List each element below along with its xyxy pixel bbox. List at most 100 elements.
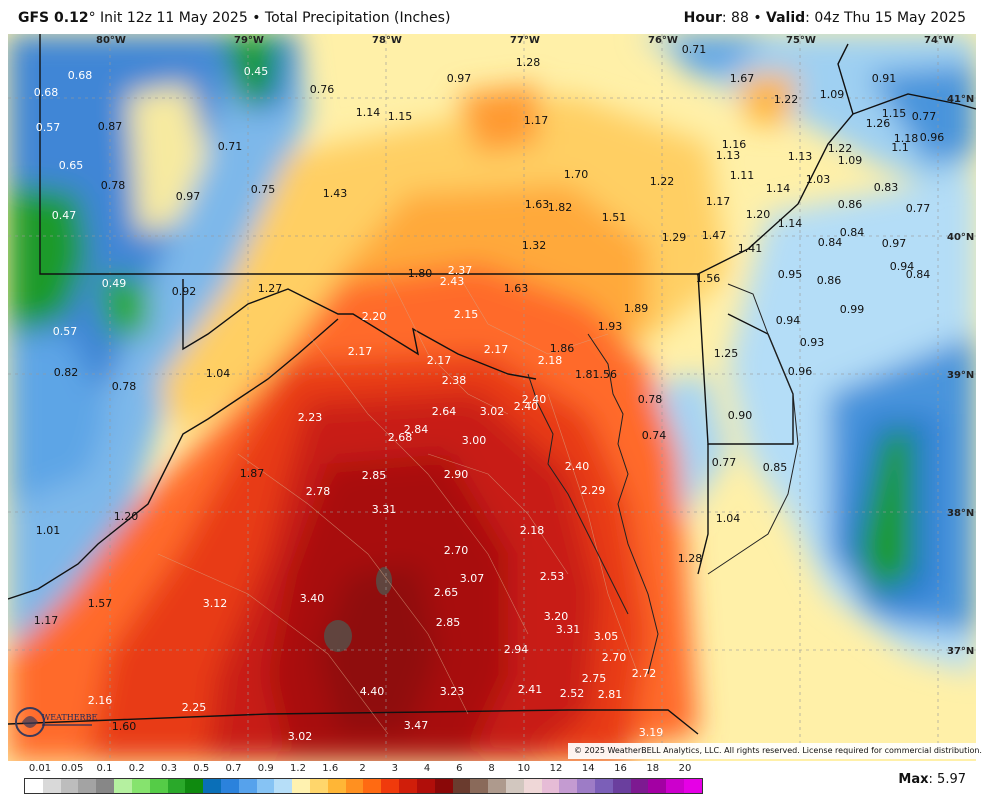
precip-value-label: 0.84 bbox=[840, 226, 865, 239]
coastline bbox=[527, 283, 799, 675]
precip-value-label: 1.09 bbox=[820, 88, 845, 101]
precip-value-label: 0.94 bbox=[890, 260, 915, 273]
precip-value-label: 0.90 bbox=[728, 409, 753, 422]
precip-value-label: 2.18 bbox=[520, 524, 545, 537]
colorbar-swatch bbox=[666, 779, 685, 793]
precip-value-label: 2.20 bbox=[362, 310, 387, 323]
precip-value-label: 1.86 bbox=[550, 342, 575, 355]
precip-value-label: 2.38 bbox=[442, 374, 467, 387]
precip-value-label: 0.77 bbox=[912, 110, 937, 123]
colorbar-swatch bbox=[96, 779, 115, 793]
precip-value-label: 0.97 bbox=[447, 72, 472, 85]
precip-value-label: 3.12 bbox=[203, 597, 228, 610]
precip-value-label: 4.40 bbox=[360, 685, 385, 698]
precip-value-label: 0.77 bbox=[906, 202, 931, 215]
init-time: Init 12z 11 May 2025 bbox=[95, 10, 248, 26]
lon-label: 79°W bbox=[234, 35, 264, 46]
logo-text: WEATHERBELL bbox=[42, 713, 98, 722]
precip-value-label: 2.17 bbox=[427, 354, 452, 367]
precip-value-label: 1.20 bbox=[746, 208, 771, 221]
precip-value-label: 0.97 bbox=[882, 237, 907, 250]
colorbar-swatch bbox=[470, 779, 489, 793]
precip-value-label: 0.78 bbox=[112, 380, 137, 393]
colorbar-swatch bbox=[203, 779, 221, 793]
precip-value-label: 1.27 bbox=[258, 282, 283, 295]
model-name: GFS 0.12 bbox=[18, 10, 89, 26]
precip-value-label: 1.25 bbox=[714, 347, 739, 360]
precip-value-label: 3.00 bbox=[462, 434, 487, 447]
colorbar-swatch bbox=[434, 779, 453, 793]
precip-value-label: 0.82 bbox=[54, 366, 79, 379]
precip-value-label: 3.40 bbox=[300, 592, 325, 605]
colorbar-tick-label: 0.01 bbox=[28, 763, 52, 774]
hour-label: Hour bbox=[683, 10, 722, 26]
precip-value-label: 2.94 bbox=[504, 643, 529, 656]
precip-value-label: 0.93 bbox=[800, 336, 825, 349]
precip-value-label: 2.40 bbox=[565, 460, 590, 473]
colorbar-swatch bbox=[684, 779, 702, 793]
colorbar-tick-label: 1.6 bbox=[322, 763, 339, 774]
precip-value-label: 3.07 bbox=[460, 572, 485, 585]
precip-value-label: 3.05 bbox=[594, 630, 619, 643]
precip-value-label: 1.41 bbox=[738, 242, 763, 255]
precip-value-label: 1.93 bbox=[598, 320, 623, 333]
lon-label: 75°W bbox=[786, 35, 816, 46]
colorbar-swatch bbox=[256, 779, 275, 793]
colorbar-swatch bbox=[612, 779, 631, 793]
colorbar-swatch bbox=[452, 779, 471, 793]
precip-value-label: 1.14 bbox=[766, 182, 791, 195]
max-number: : 5.97 bbox=[928, 772, 966, 787]
colorbar-swatch bbox=[310, 779, 328, 793]
precip-value-label: 2.23 bbox=[298, 411, 323, 424]
precip-value-label: 3.20 bbox=[544, 610, 569, 623]
precip-value-label: 2.53 bbox=[540, 570, 565, 583]
precip-value-label: 1.20 bbox=[114, 510, 139, 523]
colorbar-tick-label: 0.7 bbox=[225, 763, 242, 774]
precip-value-label: 1.18 bbox=[894, 132, 919, 145]
precip-value-label: 0.96 bbox=[788, 365, 813, 378]
precip-value-label: 2.70 bbox=[602, 651, 627, 664]
precip-value-label: 0.75 bbox=[251, 183, 276, 196]
precip-value-label: 1.63 bbox=[504, 282, 529, 295]
precip-value-label: 0.92 bbox=[172, 285, 197, 298]
precip-value-label: 1.17 bbox=[34, 614, 59, 627]
precip-value-label: 1.04 bbox=[716, 512, 741, 525]
colorbar-swatch bbox=[363, 779, 382, 793]
colorbar-swatch bbox=[559, 779, 578, 793]
colorbar-tick-label: 20 bbox=[678, 763, 692, 774]
precip-value-label: 0.99 bbox=[840, 303, 865, 316]
precip-value-label: 1.70 bbox=[564, 168, 589, 181]
precip-value-label: 2.25 bbox=[182, 701, 207, 714]
colorbar-swatch bbox=[274, 779, 293, 793]
precip-value-label: 0.84 bbox=[818, 236, 843, 249]
colorbar-tick-label: 14 bbox=[581, 763, 595, 774]
precip-value-label: 0.47 bbox=[52, 209, 77, 222]
precip-value-label: 0.85 bbox=[763, 461, 788, 474]
precip-value-label: 2.29 bbox=[581, 484, 606, 497]
colorbar-swatch bbox=[327, 779, 346, 793]
colorbar-swatch bbox=[345, 779, 364, 793]
colorbar-swatch bbox=[416, 779, 435, 793]
colorbar-tick-label: 0.5 bbox=[193, 763, 210, 774]
precip-value-label: 2.52 bbox=[560, 687, 585, 700]
precip-value-label: 0.97 bbox=[176, 190, 201, 203]
colorbar-swatch bbox=[595, 779, 613, 793]
colorbar-swatch bbox=[131, 779, 150, 793]
precip-value-label: 2.40 bbox=[522, 393, 547, 406]
precip-value-label: 2.85 bbox=[362, 469, 387, 482]
colorbar-tick-label: 8 bbox=[488, 763, 495, 774]
colorbar-tick-label: 12 bbox=[549, 763, 563, 774]
precip-value-label: 1.28 bbox=[516, 56, 541, 69]
header: GFS 0.12° Init 12z 11 May 2025 • Total P… bbox=[0, 0, 984, 34]
lat-label: 37°N bbox=[947, 646, 974, 657]
colorbar-swatch bbox=[648, 779, 667, 793]
latitude-labels: 41°N 40°N 39°N 38°N 37°N bbox=[947, 94, 974, 657]
precip-value-label: 3.19 bbox=[639, 726, 664, 739]
lat-label: 41°N bbox=[947, 94, 974, 105]
precip-value-label: 1.81.56 bbox=[575, 368, 617, 381]
colorbar-swatch bbox=[381, 779, 400, 793]
graticule bbox=[8, 34, 976, 761]
precip-value-label: 2.85 bbox=[436, 616, 461, 629]
precip-value-label: 2.16 bbox=[88, 694, 113, 707]
colorbar-tick-label: 2 bbox=[359, 763, 366, 774]
